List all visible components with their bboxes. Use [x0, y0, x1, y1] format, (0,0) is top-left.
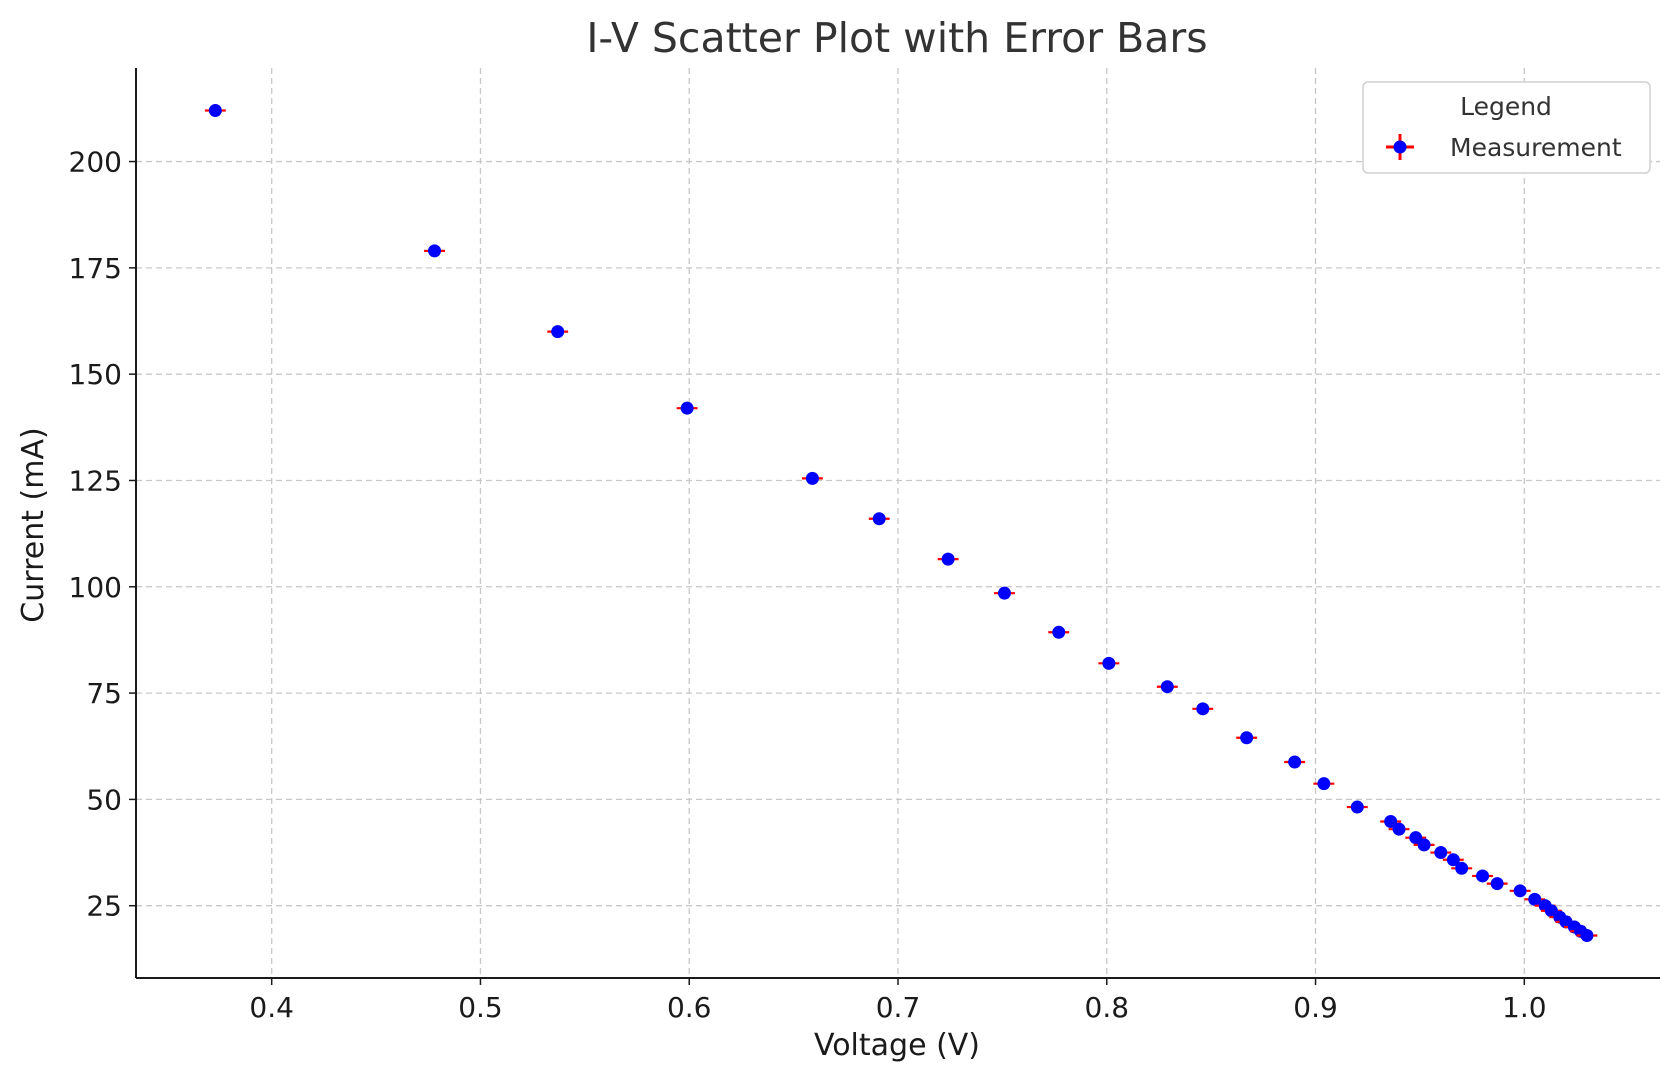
data-point	[937, 552, 959, 566]
point-marker	[1102, 656, 1116, 670]
legend-box	[1362, 81, 1651, 174]
y-tick-label: 50	[86, 783, 122, 816]
chart-title: I-V Scatter Plot with Error Bars	[586, 14, 1207, 62]
data-point	[1472, 869, 1493, 883]
data-point	[1236, 731, 1258, 745]
data-point	[424, 244, 445, 258]
data-point	[1413, 838, 1435, 852]
x-tick-label: 0.5	[458, 991, 503, 1024]
x-axis-ticks: 0.4 0.5 0.6 0.7 0.8 0.9 1.0	[249, 978, 1547, 1024]
data-point	[1284, 755, 1306, 769]
data-point	[1156, 680, 1178, 694]
x-tick-label: 0.8	[1085, 991, 1130, 1024]
point-marker	[1392, 822, 1406, 836]
data-point	[1388, 822, 1410, 836]
point-marker	[208, 104, 222, 118]
data-point	[1442, 853, 1464, 867]
x-tick-label: 0.4	[249, 991, 294, 1024]
data-point	[1380, 815, 1402, 829]
point-marker	[551, 325, 565, 339]
data-point	[204, 104, 226, 118]
data-point	[547, 325, 569, 339]
point-marker	[1476, 869, 1490, 883]
legend-title: Legend	[1460, 92, 1552, 121]
data-point	[1486, 877, 1508, 891]
point-marker	[1288, 755, 1302, 769]
point-marker	[1240, 731, 1254, 745]
point-marker	[1160, 680, 1174, 694]
data-point	[1451, 861, 1473, 875]
x-axis-label: Voltage (V)	[814, 1028, 980, 1063]
point-marker	[1446, 853, 1460, 867]
x-tick-label: 1.0	[1502, 991, 1547, 1024]
point-marker	[1490, 877, 1504, 891]
point-marker	[1196, 702, 1210, 716]
data-point	[1098, 656, 1120, 670]
x-tick-label: 0.9	[1293, 991, 1338, 1024]
legend-entry-measurement: Measurement	[1450, 133, 1622, 162]
data-point	[1509, 884, 1531, 898]
data-points	[204, 104, 1598, 942]
data-point	[1430, 846, 1452, 860]
legend: Legend Measurement	[1362, 81, 1651, 174]
y-axis-ticks: 25 50 75 100 125 150 175 200	[69, 146, 136, 923]
x-tick-label: 0.6	[667, 991, 712, 1024]
legend-marker-icon	[1386, 134, 1414, 160]
point-marker	[1513, 884, 1527, 898]
y-tick-label: 25	[86, 890, 122, 923]
point-marker	[428, 244, 442, 258]
y-tick-label: 150	[69, 358, 122, 391]
point-marker	[1350, 800, 1364, 814]
y-tick-label: 125	[69, 464, 122, 497]
point-marker	[1455, 861, 1469, 875]
point-marker	[997, 586, 1011, 600]
point-marker	[1580, 928, 1594, 942]
data-point	[868, 512, 890, 526]
point-marker	[1317, 777, 1331, 791]
data-point	[1313, 777, 1335, 791]
grid-lines	[136, 68, 1660, 978]
point-marker	[805, 471, 819, 485]
point-marker	[1417, 838, 1431, 852]
data-point	[994, 586, 1015, 600]
point-marker	[1384, 815, 1398, 829]
y-tick-label: 175	[69, 252, 122, 285]
data-point	[801, 471, 823, 485]
y-tick-label: 75	[86, 677, 122, 710]
x-tick-label: 0.7	[876, 991, 921, 1024]
data-point	[1048, 625, 1070, 639]
data-point	[676, 401, 698, 415]
y-tick-label: 200	[69, 146, 122, 179]
data-point	[1524, 892, 1546, 906]
data-point	[1346, 800, 1368, 814]
point-marker	[872, 512, 886, 526]
y-axis-label: Current (mA)	[16, 427, 51, 622]
point-marker	[1052, 625, 1066, 639]
y-tick-label: 100	[69, 571, 122, 604]
data-point	[1576, 928, 1598, 942]
point-marker	[941, 552, 955, 566]
point-marker	[1434, 846, 1448, 860]
point-marker	[680, 401, 694, 415]
data-point	[1192, 702, 1214, 716]
point-marker	[1528, 892, 1542, 906]
